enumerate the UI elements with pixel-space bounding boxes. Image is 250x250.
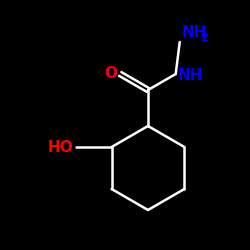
Text: HO: HO — [48, 140, 74, 154]
Text: 2: 2 — [200, 33, 207, 43]
Text: NH: NH — [182, 25, 207, 40]
Text: O: O — [104, 66, 117, 80]
Text: NH: NH — [178, 68, 203, 84]
